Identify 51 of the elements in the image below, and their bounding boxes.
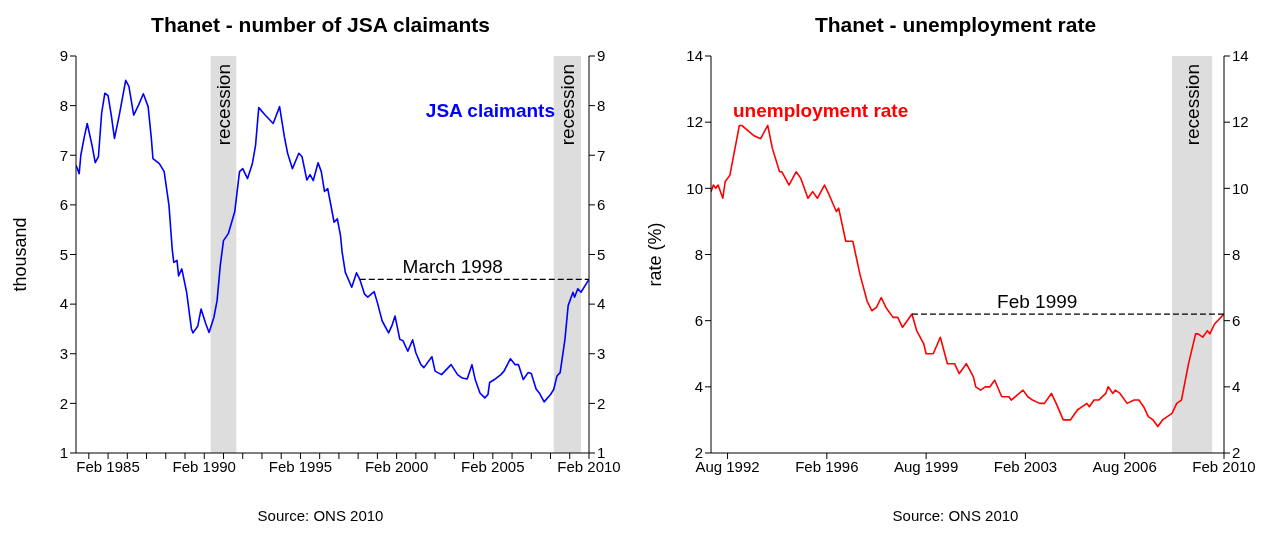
y-tick-label: 8 (694, 245, 703, 263)
text: JSA claimants (425, 100, 555, 122)
band-label: recession (556, 64, 578, 146)
y-tick-label: 10 (686, 179, 703, 197)
y-tick-label: 3 (59, 345, 68, 363)
y2-tick-label: 4 (597, 295, 606, 313)
source-note: Source: ONS 2010 (891, 507, 1020, 524)
x-tick-label: Feb 2003 (993, 457, 1058, 475)
chart-title: Thanet - number of JSA claimants (150, 12, 491, 38)
x-tick-label: Feb 1996 (795, 457, 859, 475)
y2-tick-label: 9 (597, 47, 606, 65)
y-axis-title: rate (%) (645, 222, 666, 287)
x-tick-label: Feb 1985 (76, 457, 140, 475)
y-tick-label: 6 (59, 196, 68, 214)
y2-tick-label: 6 (597, 196, 606, 214)
y-tick-label: 2 (59, 394, 68, 412)
y2-tick-label: 2 (597, 394, 606, 412)
x-tick-label: Aug 2006 (1092, 457, 1157, 475)
y2-tick-label: 5 (597, 245, 606, 263)
y-tick-label: 8 (59, 96, 68, 114)
annotation: March 1998 (402, 256, 503, 278)
x-tick-label: Feb 1990 (172, 457, 236, 475)
y2-tick-label: 8 (1232, 245, 1241, 263)
y2-tick-label: 10 (1232, 179, 1249, 197)
y-tick-label: 4 (694, 378, 703, 396)
y2-tick-label: 8 (597, 96, 606, 114)
band-label: recession (1181, 64, 1203, 146)
y-tick-label: 5 (59, 245, 68, 263)
y-tick-label: 14 (686, 47, 703, 65)
band-label: recession (212, 64, 234, 146)
y-tick-label: 1 (59, 444, 68, 462)
y-tick-label: 4 (59, 295, 68, 313)
y2-tick-label: 7 (597, 146, 606, 164)
series-label: unemployment rate (733, 100, 909, 122)
y2-tick-label: 12 (1232, 113, 1249, 131)
y2-tick-label: 14 (1232, 47, 1249, 65)
y2-tick-label: 6 (1232, 311, 1241, 329)
chart-title: Thanet - unemployment rate (813, 12, 1098, 38)
y-tick-label: 6 (694, 311, 703, 329)
x-tick-label: Feb 2005 (461, 457, 525, 475)
x-tick-label: Aug 1999 (894, 457, 959, 475)
annotation: Feb 1999 (997, 291, 1078, 313)
x-tick-label: Feb 2000 (364, 457, 429, 475)
y-tick-label: 12 (686, 113, 703, 131)
y2-tick-label: 3 (597, 345, 606, 363)
source-note: Source: ONS 2010 (256, 507, 385, 524)
x-tick-label: Feb 1995 (268, 457, 333, 475)
y-tick-label: 9 (59, 47, 68, 65)
y-axis-title: thousand (10, 217, 31, 292)
y-tick-label: 7 (59, 146, 68, 164)
y2-tick-label: 4 (1232, 378, 1241, 396)
